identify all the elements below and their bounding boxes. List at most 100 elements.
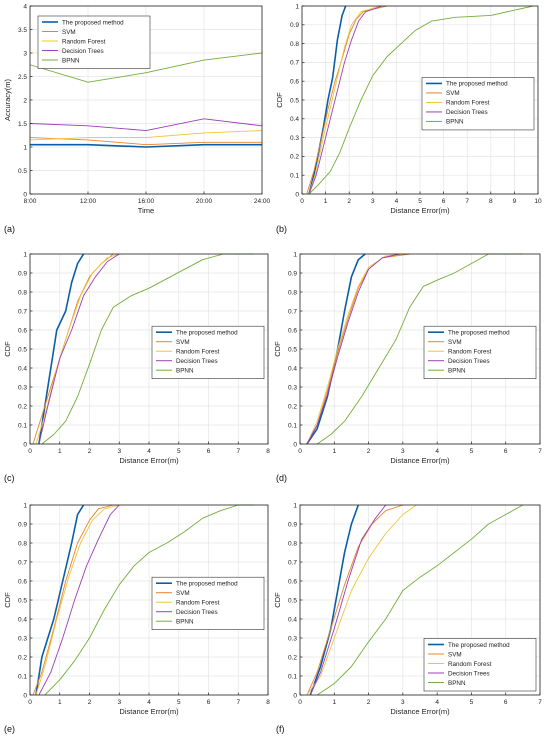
x-tick-label: 3	[371, 198, 375, 205]
legend-entry: Decision Trees	[62, 48, 104, 55]
y-tick-label: 0	[293, 441, 297, 448]
y-tick-label: 0.3	[288, 384, 297, 391]
x-tick-label: 0	[28, 699, 32, 706]
legend-entry: SVM	[62, 29, 76, 36]
y-tick-label: 0.4	[18, 616, 27, 623]
series-line-dt	[29, 118, 263, 131]
x-tick-label: 7	[465, 198, 469, 205]
chart-panel-3: 0 1 2 3 4 5 6 7 8 0 0.1 0.2 0.3 0.4 0.5 0.6 0.7 0.8 0.9 1 Di…	[3, 251, 270, 483]
legend: The proposed method SVM Random Forest Decis…	[423, 638, 537, 692]
series-line-svm	[306, 5, 388, 195]
y-tick-label: 0.5	[18, 168, 27, 175]
y-tick-label: 1	[23, 251, 27, 258]
series-line-proposed	[309, 504, 360, 696]
y-tick-label: 0.6	[18, 578, 27, 585]
legend-entry: BPNN	[448, 680, 466, 687]
legend-entry: Decision Trees	[448, 670, 490, 677]
y-tick-label: 0.9	[288, 521, 297, 528]
legend-entry: The proposed method	[448, 330, 510, 337]
x-tick-label: 4	[147, 448, 151, 455]
x-tick-label: 6	[207, 699, 211, 706]
x-axis-label: Distance Error(m)	[390, 707, 450, 716]
y-tick-label: 0	[293, 692, 297, 699]
y-tick-label: 0.6	[290, 79, 299, 86]
legend-entry: The proposed method	[62, 19, 124, 26]
x-tick-label: 8	[266, 699, 270, 706]
y-tick-label: 0.4	[288, 616, 297, 623]
series-line-proposed	[308, 5, 347, 195]
legend-entry: Decision Trees	[176, 609, 218, 616]
y-tick-label: 0.8	[290, 41, 299, 48]
legend-entry: Random Forest	[176, 349, 220, 356]
legend-entry: BPNN	[446, 119, 464, 126]
y-tick-label: 0.2	[290, 154, 299, 161]
y-tick-label: 0.1	[18, 673, 27, 680]
legend-entry: Random Forest	[448, 349, 492, 356]
x-tick-label: 7	[236, 699, 240, 706]
y-tick-label: 3	[23, 50, 27, 57]
x-tick-label: 6	[504, 699, 508, 706]
y-tick-label: 0.7	[288, 559, 297, 566]
series-line-rf	[306, 504, 417, 696]
y-tick-label: 0.5	[18, 346, 27, 353]
series-line-rf	[308, 5, 381, 195]
y-tick-label: 0.6	[288, 578, 297, 585]
y-tick-label: 0.6	[288, 327, 297, 334]
series-line-proposed	[306, 253, 366, 445]
y-tick-label: 1	[295, 3, 299, 10]
y-tick-label: 0.4	[288, 365, 297, 372]
series-line-svm	[29, 137, 262, 146]
y-axis-label: CDF	[273, 341, 282, 357]
legend: The proposed method SVM Random Forest Decis…	[423, 325, 537, 380]
panel-caption: (c)	[4, 473, 15, 483]
series-line-bpnn	[316, 253, 523, 445]
x-tick-label: 1	[58, 448, 62, 455]
panel-caption: (f)	[276, 724, 285, 734]
panel-caption: (b)	[276, 224, 287, 234]
legend-entry: The proposed method	[448, 642, 510, 649]
x-axis-label: Distance Error(m)	[390, 206, 450, 215]
y-axis-label: CDF	[3, 341, 12, 357]
legend-entry: SVM	[448, 339, 462, 346]
x-tick-label: 12:00	[80, 198, 97, 205]
x-tick-label: 1	[332, 448, 336, 455]
legend: The proposed method SVM Random Forest Decis…	[151, 325, 265, 380]
y-tick-label: 0	[295, 191, 299, 198]
legend: The proposed method SVM Random Forest Decis…	[37, 15, 151, 69]
legend-entry: Random Forest	[62, 38, 106, 45]
series-line-dt	[38, 504, 120, 696]
x-tick-label: 7	[538, 448, 542, 455]
y-tick-label: 0.2	[288, 654, 297, 661]
legend-entry: Decision Trees	[446, 109, 488, 116]
series-line-proposed	[30, 143, 262, 148]
chart-panel-5: 0 1 2 3 4 5 6 7 8 0 0.1 0.2 0.3 0.4 0.5 0.6 0.7 0.8 0.9 1 Di…	[3, 502, 270, 734]
y-tick-label: 0.3	[18, 635, 27, 642]
y-tick-label: 0.1	[288, 673, 297, 680]
x-tick-label: 8	[266, 448, 270, 455]
y-tick-label: 0.3	[290, 135, 299, 142]
legend-entry: Random Forest	[448, 661, 492, 668]
series-line-dt	[309, 504, 387, 696]
series-line-rf	[29, 130, 263, 141]
x-tick-label: 1	[324, 198, 328, 205]
y-tick-label: 2.5	[18, 74, 27, 81]
legend-entry: BPNN	[448, 368, 466, 375]
y-tick-label: 0.2	[18, 654, 27, 661]
chart-panel-2: 0 1 2 3 4 5 6 7 8 9 10 0 0.1 0.2 0.3 0.4 0.5 0.6 0.7 0.8 0.9…	[275, 3, 542, 234]
y-tick-label: 3.5	[18, 27, 27, 34]
x-tick-label: 6	[504, 448, 508, 455]
x-tick-label: 20:00	[196, 198, 213, 205]
y-axis-label: Accuracy(m)	[3, 78, 12, 121]
y-tick-label: 0.7	[18, 308, 27, 315]
x-tick-label: 5	[470, 699, 474, 706]
y-tick-label: 0.9	[18, 270, 27, 277]
series-line-dt	[306, 253, 400, 445]
y-tick-label: 0.8	[18, 289, 27, 296]
chart-panel-1: 8:00 12:00 16:00 20:00 24:00 0 0.5 1 1.5 2 2.5 3 3.5…	[3, 3, 271, 234]
y-tick-label: 0	[23, 692, 27, 699]
x-tick-label: 4	[147, 699, 151, 706]
y-tick-label: 0.5	[288, 346, 297, 353]
x-tick-label: 1	[332, 699, 336, 706]
x-tick-label: 4	[395, 198, 399, 205]
series-line-bpnn	[308, 5, 534, 195]
